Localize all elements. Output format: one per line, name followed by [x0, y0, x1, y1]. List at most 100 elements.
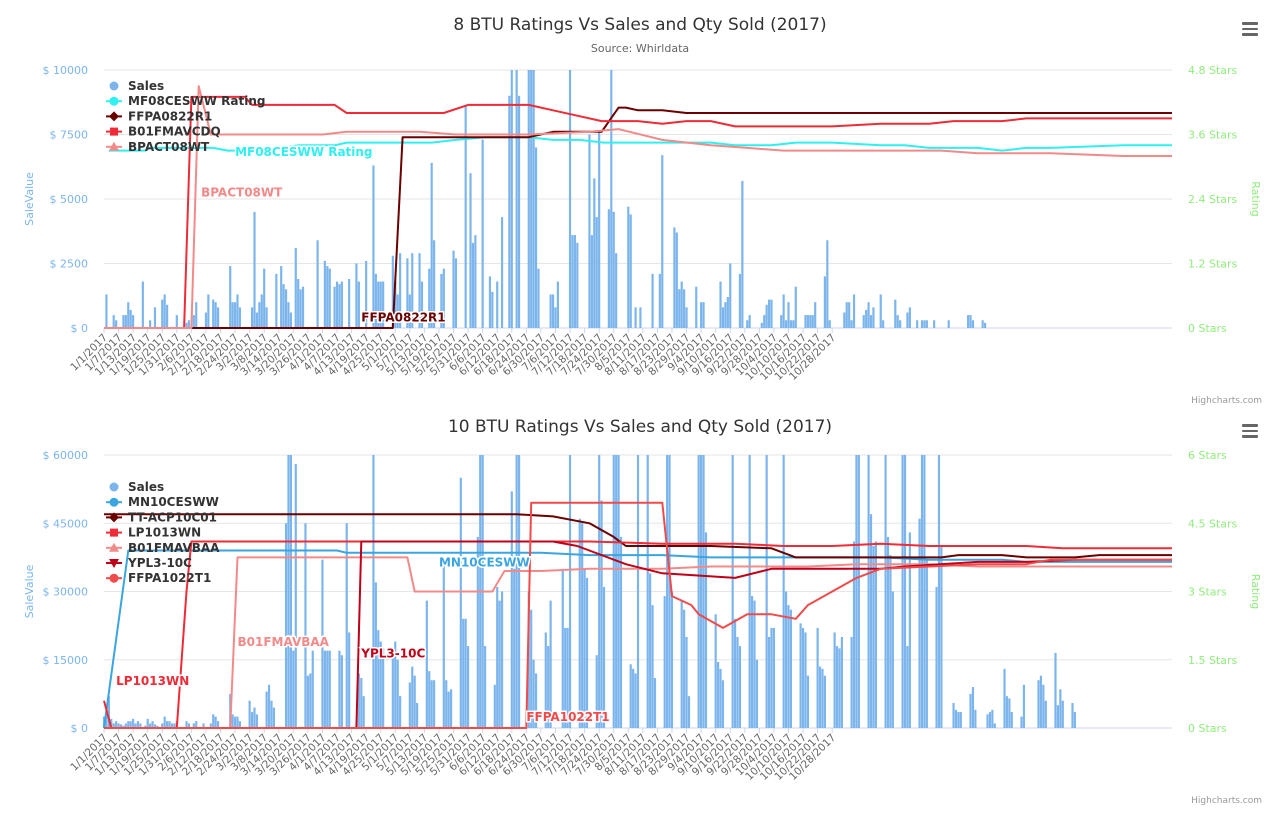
sales-bar: [517, 95, 521, 328]
sales-bar: [828, 320, 831, 328]
sales-bar: [471, 242, 475, 328]
sales-bar: [204, 312, 208, 328]
sales-bar: [498, 600, 501, 728]
sales-bar: [746, 320, 749, 328]
sales-bar: [175, 315, 178, 328]
sales-bar: [156, 725, 159, 728]
sales-bar: [338, 284, 341, 328]
y-right-tick-label: 0 Stars: [1188, 722, 1227, 735]
sales-bar: [1039, 675, 1043, 728]
sales-bar: [566, 627, 569, 728]
sales-bar: [680, 600, 683, 728]
sales-bar: [780, 315, 783, 328]
legend-item-label: MN10CESWW: [128, 495, 219, 509]
sales-bar: [124, 315, 127, 328]
sales-bar: [161, 299, 164, 328]
sales-bar: [741, 180, 744, 328]
sales-bar: [634, 307, 637, 328]
sales-bar: [954, 709, 958, 728]
rating-line: [104, 513, 1172, 559]
sales-bar: [748, 455, 751, 728]
sales-bar: [299, 289, 302, 328]
sales-bar: [187, 723, 191, 728]
sales-bar: [714, 614, 717, 728]
sales-bar: [372, 455, 375, 728]
sales-bar: [585, 577, 589, 728]
sales-bar: [316, 240, 319, 328]
sales-bar: [508, 95, 511, 328]
sales-bar: [464, 106, 467, 329]
sales-bar: [408, 294, 411, 328]
sales-series: [105, 70, 987, 329]
credits-link: Highcharts.com: [1191, 796, 1262, 806]
sales-bar: [238, 721, 242, 728]
sales-bar: [391, 650, 394, 728]
rating-line: [104, 106, 1172, 329]
sales-bar: [399, 253, 402, 328]
sales-bar: [192, 723, 195, 728]
sales-bar: [850, 637, 853, 728]
sales-bar: [530, 70, 533, 328]
series-label: B01FMAVBAA: [238, 635, 330, 649]
sales-bar: [838, 648, 841, 728]
sales-bar: [872, 307, 875, 328]
sales-bar: [362, 696, 365, 728]
hamburger-menu-icon[interactable]: [1242, 424, 1258, 441]
sales-bar: [809, 315, 812, 328]
legend-marker: [110, 528, 118, 537]
sales-bar: [595, 655, 598, 728]
sales-bar: [1022, 684, 1026, 728]
hamburger-menu-icon[interactable]: [1242, 22, 1258, 39]
sales-bar: [598, 131, 601, 328]
sales-bar: [731, 455, 734, 728]
sales-bar: [564, 627, 567, 728]
sales-bar: [216, 307, 220, 328]
sales-bar: [634, 673, 637, 728]
sales-bar: [721, 307, 725, 328]
sales-bar: [464, 618, 467, 728]
sales-bar: [721, 680, 725, 728]
sales-bar: [1010, 712, 1013, 728]
sales-bar: [379, 281, 382, 328]
sales-bar: [411, 253, 414, 328]
y-left-tick-label: $ 30000: [43, 586, 89, 599]
sales-bar: [687, 696, 691, 728]
sales-bar: [1008, 698, 1011, 728]
legend-item-label: Sales: [128, 480, 164, 494]
sales-bar: [418, 253, 421, 328]
sales-bar: [445, 680, 448, 728]
sales-bar: [166, 721, 169, 728]
sales-bar: [1071, 702, 1074, 728]
sales-bar: [185, 721, 188, 728]
sales-bar: [255, 714, 259, 728]
sales-bar: [399, 696, 402, 728]
sales-bar: [843, 312, 846, 328]
sales-bar: [532, 70, 535, 328]
legend-item-label: FFPA1022T1: [128, 571, 211, 585]
sales-bar: [869, 514, 873, 728]
sales-bar: [170, 723, 174, 728]
sales-bar: [736, 637, 739, 728]
sales-bar: [738, 273, 742, 328]
sales-bar: [651, 605, 654, 728]
sales-bar: [272, 707, 276, 728]
sales-bar: [840, 637, 843, 728]
sales-bar: [202, 723, 205, 728]
sales-bar: [668, 455, 671, 728]
sales-bar: [984, 322, 987, 328]
sales-bar: [139, 723, 142, 728]
sales-bar: [765, 455, 768, 728]
sales-bar: [476, 536, 479, 728]
y-right-tick-label: 4.5 Stars: [1188, 517, 1238, 530]
sales-bar: [306, 675, 309, 728]
sales-bar: [105, 712, 108, 728]
sales-bar: [811, 315, 814, 328]
sales-bar: [425, 600, 428, 728]
sales-bar: [195, 302, 198, 328]
sales-bar: [733, 618, 737, 728]
sales-bar: [452, 250, 455, 328]
sales-bar: [260, 294, 263, 328]
sales-bar: [906, 646, 909, 728]
sales-bar: [292, 650, 295, 728]
